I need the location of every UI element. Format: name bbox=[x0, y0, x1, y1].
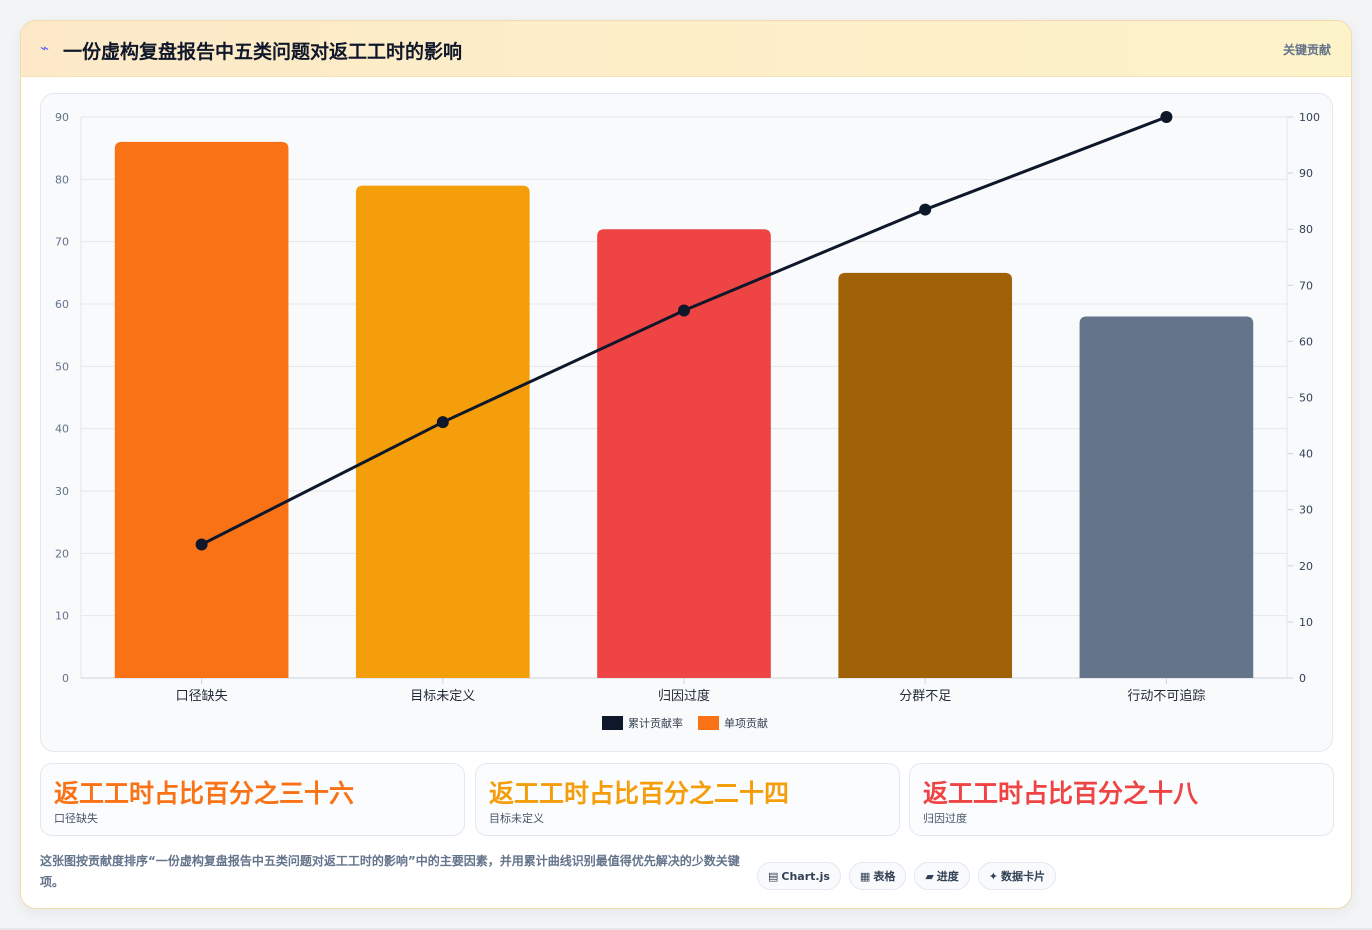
x-tick-label: 归因过度 bbox=[658, 688, 710, 704]
y-left-tick-label: 80 bbox=[55, 173, 69, 186]
y-left-tick-label: 60 bbox=[55, 298, 69, 311]
x-tick-label: 分群不足 bbox=[899, 689, 951, 704]
legend-swatch bbox=[698, 716, 719, 730]
bar bbox=[1079, 316, 1254, 678]
bar bbox=[597, 229, 771, 678]
kpi-label: 目标未定义 bbox=[489, 812, 544, 825]
y-left-tick-label: 20 bbox=[55, 547, 69, 560]
kpi-label: 口径缺失 bbox=[54, 812, 98, 825]
legend-label: 累计贡献率 bbox=[628, 716, 683, 730]
card-header: ⌁ 一份虚构复盘报告中五类问题对返工工时的影响 关键贡献 bbox=[21, 21, 1351, 77]
bar bbox=[838, 272, 1013, 678]
dashboard-card: ⌁ 一份虚构复盘报告中五类问题对返工工时的影响 关键贡献 0 10 20 30 40 50… bbox=[20, 20, 1352, 909]
y-right-tick-label: 60 bbox=[1299, 335, 1313, 348]
y-right-tick-label: 30 bbox=[1299, 504, 1313, 517]
y-right-tick-label: 80 bbox=[1299, 223, 1313, 236]
y-left-tick-label: 40 bbox=[55, 423, 69, 436]
y-right-tick-label: 0 bbox=[1299, 672, 1306, 685]
y-right-tick-label: 100 bbox=[1299, 111, 1320, 124]
pill-label: 进度 bbox=[936, 870, 959, 883]
y-right-tick-label: 70 bbox=[1299, 279, 1313, 292]
bottom-divider bbox=[0, 928, 1372, 930]
progress-icon: ▰ bbox=[925, 869, 934, 883]
pill-data-card[interactable]: ✦ 数据卡片 bbox=[977, 862, 1057, 890]
x-tick-label: 目标未定义 bbox=[410, 689, 475, 704]
bar bbox=[355, 185, 530, 679]
y-right-tick-label: 20 bbox=[1299, 560, 1313, 573]
pareto-chart: 0 10 20 30 40 50 60 70 80 90 0 10 20 30 40 50 60 70 80 90 10… bbox=[40, 93, 1333, 752]
y-right-tick-label: 90 bbox=[1299, 167, 1313, 180]
line-point bbox=[436, 416, 449, 429]
chart-icon: ▤ bbox=[768, 869, 779, 883]
bar bbox=[114, 141, 289, 678]
kpi-label: 归因过度 bbox=[923, 812, 967, 825]
header-tag[interactable]: 关键贡献 bbox=[1282, 43, 1331, 57]
y-left-tick-label: 30 bbox=[55, 485, 69, 498]
y-left-tick-label: 10 bbox=[55, 610, 69, 623]
page-title: 一份虚构复盘报告中五类问题对返工工时的影响 bbox=[63, 41, 463, 63]
line-point bbox=[1160, 111, 1173, 123]
lightning-icon: ⌁ bbox=[40, 39, 50, 57]
pill-chartjs[interactable]: ▤ Chart.js bbox=[757, 862, 841, 890]
pill-progress[interactable]: ▰ 进度 bbox=[914, 862, 970, 890]
pill-table[interactable]: ▦ 表格 bbox=[848, 862, 907, 890]
kpi-value: 返工工时占比百分之十八 bbox=[923, 779, 1199, 808]
pill-label: 表格 bbox=[873, 870, 896, 883]
legend-swatch bbox=[602, 716, 623, 730]
pill-label: 数据卡片 bbox=[1001, 870, 1046, 883]
pill-label: Chart.js bbox=[781, 869, 830, 883]
y-left-tick-label: 70 bbox=[55, 236, 69, 249]
feature-pills: ▤ Chart.js ▦ 表格 ▰ 进度 ✦ 数据卡片 bbox=[757, 862, 1057, 890]
x-tick-label: 口径缺失 bbox=[176, 689, 228, 704]
chart-canvas: 0 10 20 30 40 50 60 70 80 90 0 10 20 30 40 50 60 70 80 90 10… bbox=[55, 111, 1320, 730]
y-left-tick-label: 90 bbox=[55, 111, 69, 124]
line-point bbox=[678, 304, 690, 317]
kpi-card-2: 返工工时占比百分之二十四 目标未定义 bbox=[475, 763, 900, 836]
table-icon: ▦ bbox=[859, 869, 871, 883]
sparkle-icon: ✦ bbox=[988, 869, 999, 883]
y-right-tick-label: 40 bbox=[1299, 448, 1313, 461]
y-right-tick-label: 50 bbox=[1299, 392, 1313, 405]
kpi-value: 返工工时占比百分之三十六 bbox=[54, 779, 355, 808]
chart-description: 这张图按贡献度排序“一份虚构复盘报告中五类问题对返工工时的影响”中的主要因素，并… bbox=[40, 854, 740, 889]
kpi-card-1: 返工工时占比百分之三十六 口径缺失 bbox=[40, 763, 465, 836]
line-point bbox=[919, 203, 932, 216]
y-left-tick-label: 0 bbox=[62, 672, 69, 685]
x-tick-label: 行动不可追踪 bbox=[1127, 688, 1205, 704]
kpi-value: 返工工时占比百分之二十四 bbox=[489, 779, 790, 808]
legend-label: 单项贡献 bbox=[724, 716, 768, 730]
line-point bbox=[195, 538, 208, 551]
kpi-card-3: 返工工时占比百分之十八 归因过度 bbox=[909, 763, 1334, 836]
y-left-tick-label: 50 bbox=[55, 360, 69, 373]
y-right-tick-label: 10 bbox=[1299, 616, 1313, 629]
